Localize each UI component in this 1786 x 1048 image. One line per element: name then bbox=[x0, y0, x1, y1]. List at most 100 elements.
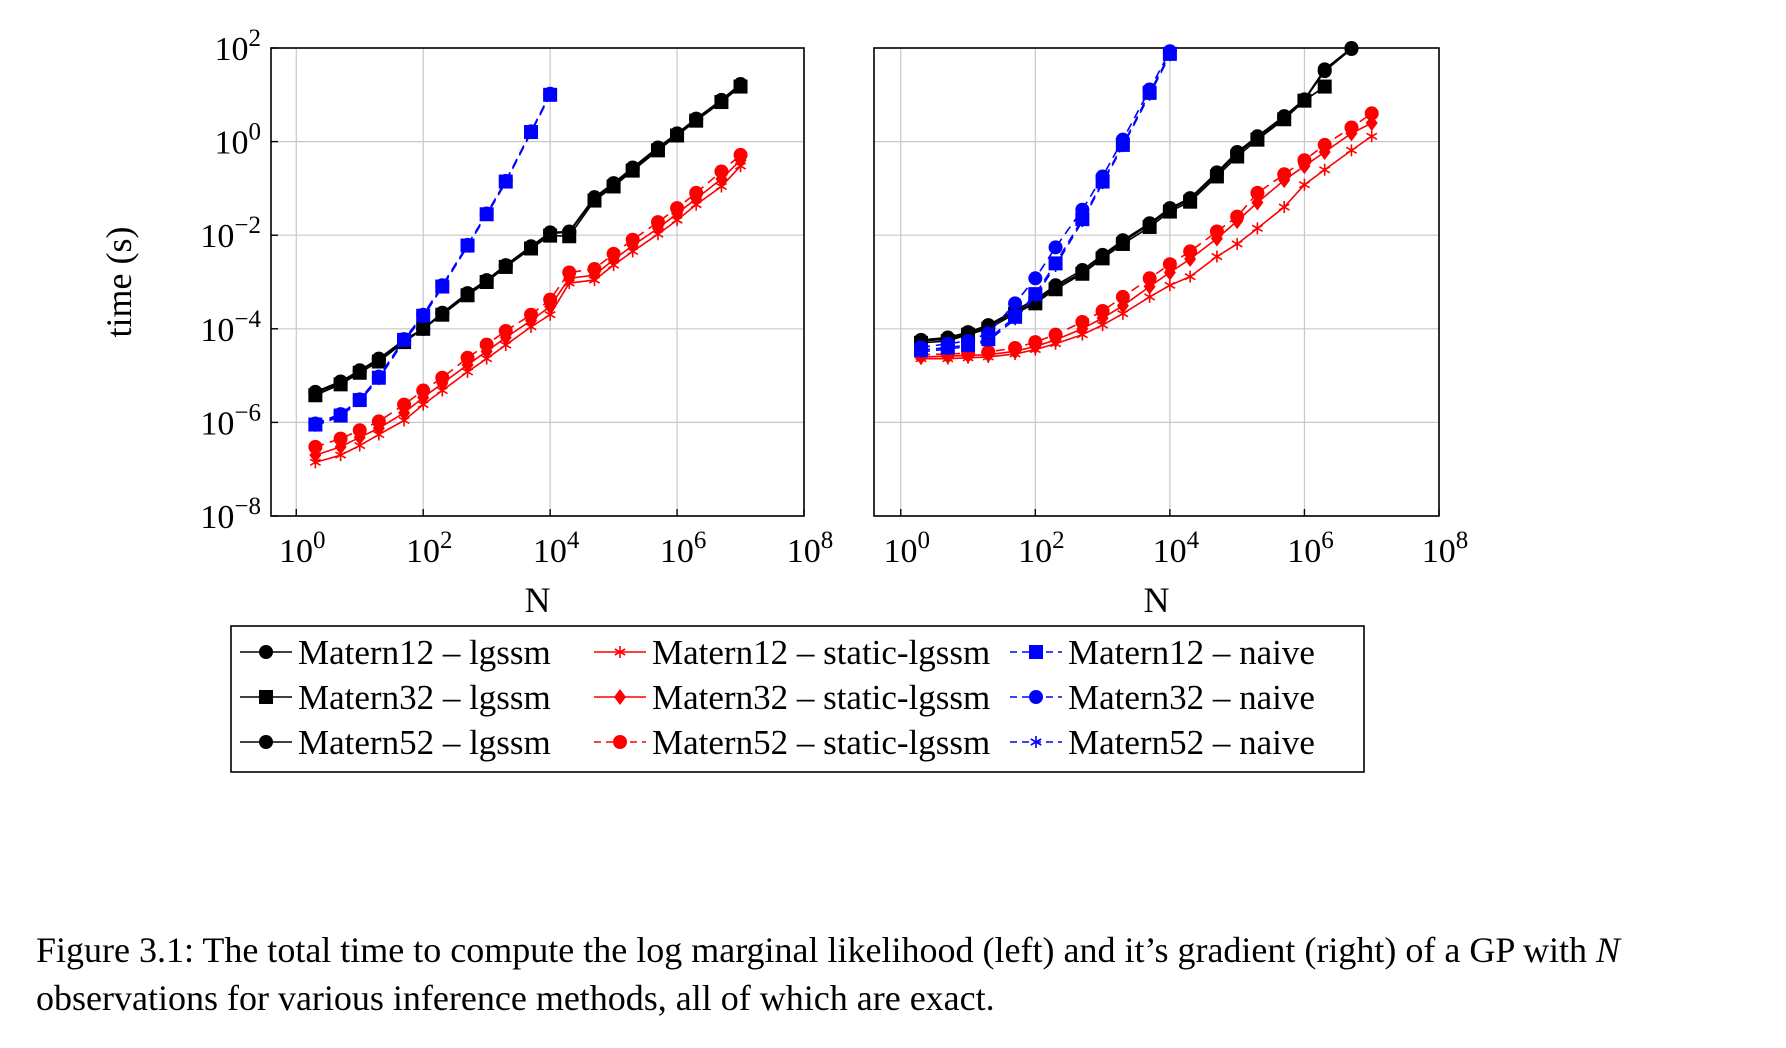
left-data-point-matern52-static-lgssm bbox=[524, 307, 539, 322]
left-y-tick-label: 10−6 bbox=[200, 399, 261, 442]
left-y-tick-label: 102 bbox=[215, 25, 262, 68]
legend-label: Matern32 – naive bbox=[1068, 678, 1315, 717]
right-data-point-matern52-naive bbox=[1009, 313, 1021, 326]
right-data-point-matern52-naive bbox=[1029, 290, 1041, 303]
right-data-point-matern52-lgssm bbox=[1183, 192, 1198, 207]
right-data-point-matern52-static-lgssm bbox=[1162, 257, 1177, 272]
right-data-point-matern52-naive bbox=[1117, 140, 1129, 153]
left-data-point-matern52-naive bbox=[373, 372, 385, 385]
right-data-point-matern52-lgssm bbox=[1095, 249, 1110, 264]
right-data-point-matern52-static-lgssm bbox=[1297, 153, 1312, 168]
left-x-tick-label: 100 bbox=[279, 527, 326, 570]
right-data-point-matern32-naive bbox=[1048, 240, 1063, 255]
left-data-point-matern52-static-lgssm bbox=[670, 201, 685, 216]
right-data-point-matern32-naive bbox=[1028, 271, 1043, 286]
left-data-point-matern52-static-lgssm bbox=[352, 423, 367, 438]
left-data-point-matern52-static-lgssm bbox=[689, 185, 704, 200]
left-data-point-matern52-naive bbox=[309, 419, 321, 432]
figure: 100 102 104 106 108 10−8 10−6 10−4 10−2 100 102 Nti… bbox=[99, 25, 1469, 773]
left-data-point-matern52-lgssm bbox=[371, 352, 386, 367]
right-data-point-matern52-naive bbox=[1049, 259, 1062, 272]
legend-entry-matern32-static-lgssm: Matern32 – static-lgssm bbox=[594, 678, 990, 717]
right-data-point-matern12-static-lgssm bbox=[1319, 163, 1331, 176]
legend: Matern12 – lgssm Matern32 – lgssm Matern52… bbox=[230, 625, 1365, 773]
left-data-point-matern52-naive bbox=[398, 334, 410, 347]
left-data-point-matern52-static-lgssm bbox=[308, 439, 323, 454]
right-data-point-matern32-naive bbox=[1095, 169, 1110, 184]
legend-entry-matern12-lgssm: Matern12 – lgssm bbox=[240, 633, 551, 672]
right-series-matern12-lgssm bbox=[914, 41, 1359, 347]
legend-marker bbox=[259, 690, 273, 704]
legend-marker bbox=[1030, 736, 1042, 748]
right-data-point-matern52-lgssm bbox=[1297, 92, 1312, 107]
right-data-point-matern52-static-lgssm bbox=[1277, 167, 1292, 182]
legend-entry-matern32-lgssm: Matern32 – lgssm bbox=[240, 678, 551, 717]
right-data-point-matern52-static-lgssm bbox=[981, 344, 996, 359]
left-x-tick-label: 108 bbox=[787, 527, 834, 570]
right-series-matern52-naive bbox=[915, 49, 1176, 358]
left-data-point-matern52-static-lgssm bbox=[371, 414, 386, 429]
right-data-point-matern12-static-lgssm bbox=[1278, 201, 1290, 214]
legend-entry-matern52-naive: Matern52 – naive bbox=[1010, 723, 1315, 762]
right-panel: 100 102 104 106 108 N bbox=[873, 41, 1469, 620]
left-y-tick-label: 10−4 bbox=[200, 306, 261, 349]
legend-label: Matern12 – naive bbox=[1068, 633, 1315, 672]
left-data-point-matern52-static-lgssm bbox=[650, 215, 665, 230]
left-data-point-matern52-lgssm bbox=[333, 375, 348, 390]
legend-label: Matern52 – lgssm bbox=[298, 723, 551, 762]
right-data-point-matern12-static-lgssm bbox=[1231, 237, 1243, 250]
left-data-point-matern52-lgssm bbox=[435, 306, 450, 321]
left-x-tick-label: 102 bbox=[406, 527, 453, 570]
left-data-point-matern52-static-lgssm bbox=[714, 164, 729, 179]
right-data-point-matern12-static-lgssm bbox=[1211, 250, 1223, 263]
right-data-point-matern52-lgssm bbox=[1142, 217, 1157, 232]
right-data-point-matern52-static-lgssm bbox=[1250, 185, 1265, 200]
right-data-point-matern52-static-lgssm bbox=[1008, 340, 1023, 355]
left-data-point-matern52-static-lgssm bbox=[606, 246, 621, 261]
right-series-line-matern52-naive bbox=[920, 54, 1171, 353]
legend-marker bbox=[259, 645, 273, 659]
legend-marker bbox=[614, 646, 626, 658]
right-data-point-matern52-static-lgssm bbox=[1115, 289, 1130, 304]
left-data-point-matern52-lgssm bbox=[479, 274, 494, 289]
left-data-point-matern52-lgssm bbox=[543, 226, 558, 241]
legend-label: Matern52 – naive bbox=[1068, 723, 1315, 762]
left-y-tick-label: 10−2 bbox=[200, 212, 261, 255]
left-data-point-matern52-static-lgssm bbox=[625, 232, 640, 247]
right-data-point-matern32-naive bbox=[1115, 132, 1130, 147]
legend-label: Matern32 – lgssm bbox=[298, 678, 551, 717]
right-data-point-matern52-static-lgssm bbox=[1209, 224, 1224, 239]
right-data-point-matern52-lgssm bbox=[1115, 234, 1130, 249]
right-data-point-matern12-static-lgssm bbox=[1251, 222, 1264, 235]
right-data-point-matern52-static-lgssm bbox=[1230, 209, 1245, 224]
right-series-matern52-lgssm bbox=[914, 42, 1359, 348]
right-data-point-matern52-naive bbox=[1164, 49, 1176, 62]
right-data-point-matern32-naive bbox=[1008, 296, 1023, 311]
left-data-point-matern52-lgssm bbox=[606, 177, 621, 192]
legend-marker bbox=[259, 735, 273, 749]
right-data-point-matern12-static-lgssm bbox=[1164, 279, 1176, 292]
right-data-point-matern52-static-lgssm bbox=[1142, 271, 1157, 286]
legend-marker bbox=[1029, 690, 1043, 704]
left-data-point-matern52-static-lgssm bbox=[587, 261, 602, 276]
left-data-point-matern52-naive bbox=[525, 126, 537, 139]
right-data-point-matern32-naive bbox=[981, 326, 996, 341]
left-data-point-matern52-static-lgssm bbox=[460, 350, 475, 365]
legend-entry-matern32-naive: Matern32 – naive bbox=[1010, 678, 1315, 717]
right-data-point-matern52-naive bbox=[915, 345, 927, 358]
right-x-tick-label: 108 bbox=[1422, 527, 1469, 570]
right-x-tick-label: 104 bbox=[1153, 527, 1200, 570]
left-data-point-matern52-lgssm bbox=[670, 127, 685, 142]
left-y-tick-label: 100 bbox=[215, 119, 262, 162]
left-series-line-matern52-static-lgssm bbox=[315, 154, 742, 448]
legend-marker bbox=[1029, 645, 1043, 659]
left-data-point-matern52-lgssm bbox=[524, 240, 539, 255]
right-data-point-matern52-naive bbox=[1097, 177, 1109, 190]
left-data-point-matern52-naive bbox=[417, 310, 429, 323]
left-data-point-matern52-static-lgssm bbox=[479, 337, 494, 352]
right-series-matern32-naive bbox=[914, 44, 1177, 355]
right-series-line-matern52-lgssm bbox=[920, 48, 1352, 342]
legend-entry-matern12-naive: Matern12 – naive bbox=[1010, 633, 1315, 672]
right-data-point-matern32-naive bbox=[1075, 202, 1090, 217]
right-data-point-matern52-static-lgssm bbox=[1344, 120, 1359, 135]
